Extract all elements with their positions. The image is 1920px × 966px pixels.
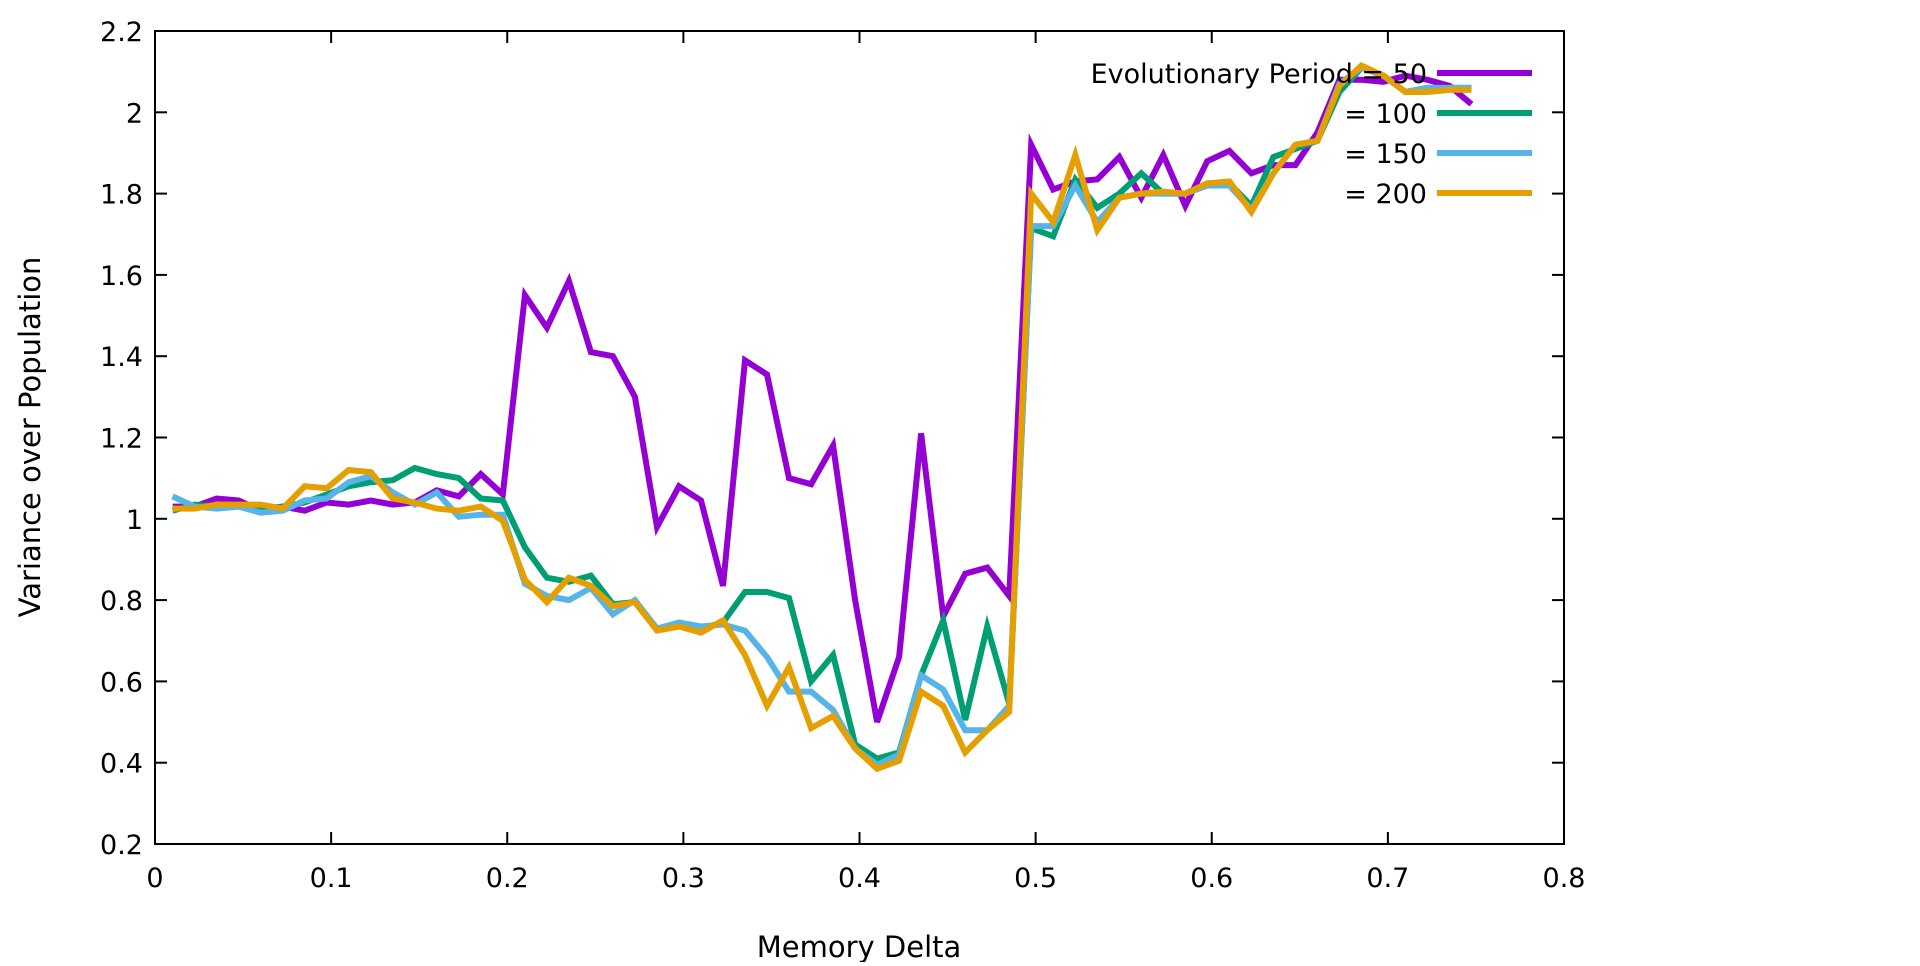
series-line-1	[172, 72, 1474, 723]
series-line-2	[171, 64, 1472, 762]
legend: Evolutionary Period = 50 = 100 = 150 = 200	[1091, 59, 1532, 210]
y-tick-label: 2	[126, 98, 143, 129]
x-tick-label: 0.6	[1190, 863, 1233, 894]
y-tick-label: 0.6	[100, 667, 143, 698]
legend-label-3: = 150	[1344, 139, 1427, 170]
x-tick-label: 0.1	[310, 863, 353, 894]
legend-label-1: Evolutionary Period = 50	[1091, 59, 1427, 90]
axis-ticks	[154, 30, 1565, 845]
x-tick-label: 0	[146, 863, 163, 894]
x-tick-label: 0.4	[838, 863, 881, 894]
y-tick-label: 0.8	[100, 586, 143, 617]
x-tick-label: 0.3	[662, 863, 705, 894]
y-tick-label: 2.2	[100, 17, 143, 48]
y-axis-label: Variance over Population	[13, 257, 47, 618]
y-tick-label: 1.4	[100, 342, 143, 373]
x-tick-label: 0.2	[486, 863, 529, 894]
legend-label-2: = 100	[1344, 99, 1427, 130]
legend-label-4: = 200	[1344, 179, 1427, 210]
y-tick-label: 0.4	[100, 749, 143, 780]
series-line-4	[172, 62, 1472, 773]
y-tick-label: 1.2	[100, 424, 143, 455]
series-lines	[171, 62, 1474, 773]
x-tick-label: 0.8	[1543, 863, 1586, 894]
x-axis-label: Memory Delta	[757, 930, 962, 962]
axis-tick-labels: 0 0.1 0.2 0.3 0.4 0.5 0.6 0.7 0.8 0.2 0.4 0.6 0.8 1 1.…	[100, 17, 1585, 894]
y-tick-label: 1.6	[100, 261, 143, 292]
x-tick-label: 0.7	[1366, 863, 1409, 894]
y-tick-label: 1.8	[100, 180, 143, 211]
y-tick-label: 1	[126, 505, 143, 536]
y-tick-label: 0.2	[100, 830, 143, 861]
x-tick-label: 0.5	[1014, 863, 1057, 894]
